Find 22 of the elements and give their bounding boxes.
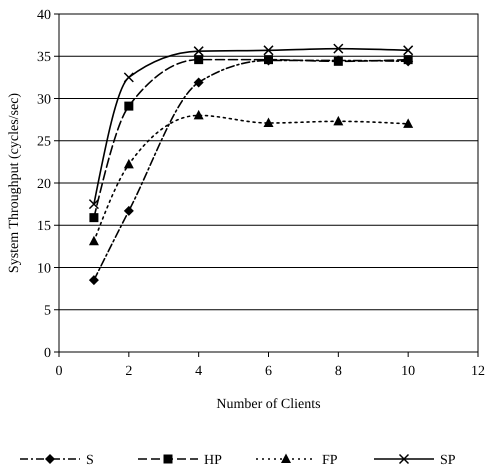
x-tick-label: 4 — [195, 364, 202, 379]
legend-label: FP — [322, 452, 338, 468]
x-tick-label: 6 — [265, 364, 272, 379]
y-tick-label: 15 — [37, 219, 51, 234]
y-tick-label: 5 — [44, 304, 51, 319]
x-tick-label: 8 — [334, 364, 342, 379]
y-tick-label: 30 — [37, 92, 51, 108]
legend-label: SP — [440, 452, 456, 468]
y-tick-label: 10 — [37, 261, 51, 276]
y-tick-label: 25 — [37, 134, 51, 150]
x-tick-label: 12 — [471, 364, 485, 379]
x-tick-label: 10 — [401, 364, 416, 379]
y-tick-label: 40 — [37, 8, 51, 23]
y-tick-label: 0 — [44, 346, 51, 361]
y-tick-label: 20 — [37, 176, 51, 192]
y-axis-title: System Throughput (cycles/sec) — [7, 92, 22, 274]
x-tick-label: 0 — [56, 364, 62, 379]
legend-label: S — [86, 452, 94, 468]
legend-label: HP — [204, 452, 222, 468]
x-axis-title: Number of Clients — [216, 397, 321, 412]
x-tick-label: 2 — [125, 364, 132, 379]
y-tick-label: 35 — [37, 50, 51, 66]
